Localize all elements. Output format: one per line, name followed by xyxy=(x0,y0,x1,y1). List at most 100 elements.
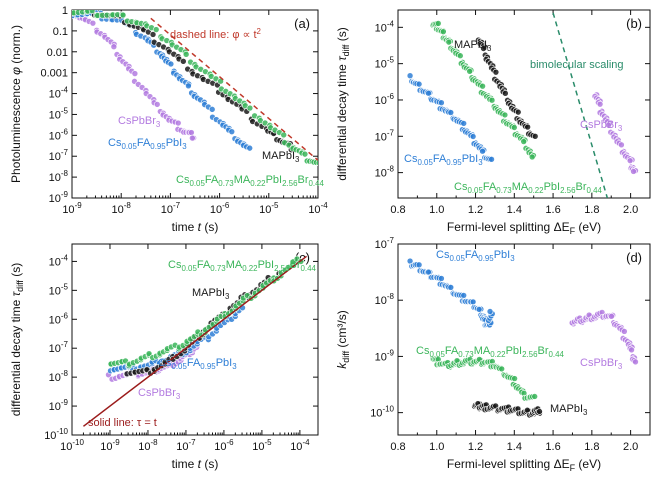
x-tick-label: 1.6 xyxy=(545,441,560,453)
y-tick-label: 10-8 xyxy=(375,165,395,180)
data-point xyxy=(531,393,538,400)
data-point xyxy=(119,11,127,19)
data-point xyxy=(208,106,216,113)
plot-frame xyxy=(397,9,651,199)
plot-area xyxy=(406,12,639,198)
annotation: Cs0.05​FA0.73​MA0.22​PbI2.56​Br0.44​ xyxy=(416,345,564,359)
data-point xyxy=(596,100,604,108)
x-tick-label: 10-9 xyxy=(62,201,82,216)
plot-frame xyxy=(71,243,319,436)
annotation: CsPbBr3​ xyxy=(118,115,161,129)
x-tick-label: 10-4 xyxy=(308,201,328,216)
y-tick-label: 10-5 xyxy=(375,56,395,71)
x-tick-label: 2.0 xyxy=(623,441,638,453)
y-tick-label: 10-4 xyxy=(375,19,395,34)
panel-c: 10-10 10-9 10-8 10-7 10-6 10-5 10-4 10-10 10-9 10… xyxy=(9,243,319,471)
y-tick-label: 10-5 xyxy=(49,282,69,297)
annotation: CsPbBr3​ xyxy=(138,387,181,401)
data-point xyxy=(621,328,628,335)
plot-area xyxy=(82,255,308,427)
x-tick-label: 10-5 xyxy=(252,438,272,453)
data-point xyxy=(153,101,161,108)
data-point xyxy=(189,134,196,142)
y-tick-label: 0.01 xyxy=(47,47,68,59)
data-point xyxy=(479,82,486,90)
data-point xyxy=(501,111,509,119)
data-point xyxy=(466,67,473,75)
y-tick-label: 1 xyxy=(62,5,68,17)
annotation: solid line: τ = t xyxy=(88,417,157,429)
x-tick-label: 10-6 xyxy=(214,438,234,453)
y-axis-label: differential decay time τdiff​ (s) xyxy=(335,27,351,181)
data-point xyxy=(618,141,625,149)
series-line xyxy=(150,17,318,161)
x-axis-label: Fermi-level splitting ΔEF​ (eV) xyxy=(447,220,601,236)
data-point xyxy=(280,131,288,139)
data-point xyxy=(628,346,635,354)
plot-area xyxy=(406,257,639,419)
annotation: MAPbI3​ xyxy=(454,39,492,53)
x-tick-label: 10-8 xyxy=(138,438,158,453)
x-tick-label: 10-7 xyxy=(176,438,196,453)
data-point xyxy=(246,104,254,112)
data-point xyxy=(228,128,236,135)
data-point xyxy=(315,159,318,166)
y-tick-label: 0.001 xyxy=(40,68,68,80)
annotation: CsPbBr3​ xyxy=(580,119,623,133)
y-tick-label: 10-9 xyxy=(49,398,69,413)
annotation: Cs0.05​FA0.73​MA0.22​PbI2.56​Br0.44​ xyxy=(168,259,316,273)
data-point xyxy=(415,80,423,88)
plot-area xyxy=(72,10,318,166)
data-point xyxy=(460,292,468,299)
y-tick-label: 10-6 xyxy=(49,127,69,142)
x-tick-label: 10-4 xyxy=(290,438,310,453)
data-point xyxy=(440,28,447,35)
y-tick-label: 10-7 xyxy=(375,128,395,143)
data-point xyxy=(447,109,455,116)
x-tick-label: 1.8 xyxy=(584,441,599,453)
data-point xyxy=(632,358,639,366)
data-point xyxy=(511,375,518,382)
annotation: MAPbI3​ xyxy=(192,287,230,301)
data-point xyxy=(438,275,445,282)
annotation: CsPbBr3​ xyxy=(580,357,623,371)
data-point xyxy=(445,38,453,46)
x-tick-label: 10-7 xyxy=(161,201,181,216)
data-point xyxy=(524,123,531,131)
y-tick-label: 0.1 xyxy=(53,26,68,38)
x-tick-label: 2.0 xyxy=(623,204,638,216)
data-point xyxy=(520,138,528,145)
y-tick-label: 10-7 xyxy=(49,340,69,355)
y-axis-label: kdiff​ (cm³/s) xyxy=(335,310,351,369)
data-point xyxy=(480,45,487,52)
x-tick-label: 1.8 xyxy=(584,204,599,216)
data-point xyxy=(502,90,509,97)
x-tick-label: 10-9 xyxy=(100,438,120,453)
x-axis-label: time t (s) xyxy=(172,457,219,471)
panel-a: 10-9 10-8 10-7 10-6 10-5 10-4 10-9 10-8 10-7 10-6… xyxy=(9,5,328,234)
y-tick-label: 10-10 xyxy=(44,427,68,442)
data-point xyxy=(110,43,118,51)
y-tick-label: 10-8 xyxy=(49,369,69,384)
data-point xyxy=(531,132,539,140)
y-tick-label: 10-6 xyxy=(375,92,395,107)
data-point xyxy=(89,19,97,27)
x-axis-label: Fermi-level splitting ΔEF​ (eV) xyxy=(447,457,601,473)
y-tick-label: 10-7 xyxy=(375,236,395,251)
y-tick-label: 10-7 xyxy=(49,148,69,163)
data-point xyxy=(174,119,182,127)
x-tick-label: 1.0 xyxy=(429,204,444,216)
data-point xyxy=(182,51,190,58)
annotation: Cs0.05​FA0.95​PbI3​ xyxy=(108,137,187,151)
series-line xyxy=(82,255,308,427)
data-point xyxy=(608,312,615,320)
data-point xyxy=(605,121,612,129)
data-point xyxy=(460,120,468,127)
plot-frame xyxy=(71,9,319,199)
y-tick-label: 10-8 xyxy=(49,169,69,184)
x-tick-label: 1.2 xyxy=(468,204,483,216)
x-tick-label: 1.0 xyxy=(429,441,444,453)
data-point xyxy=(447,284,455,291)
data-point xyxy=(528,153,536,161)
data-point xyxy=(438,99,445,107)
